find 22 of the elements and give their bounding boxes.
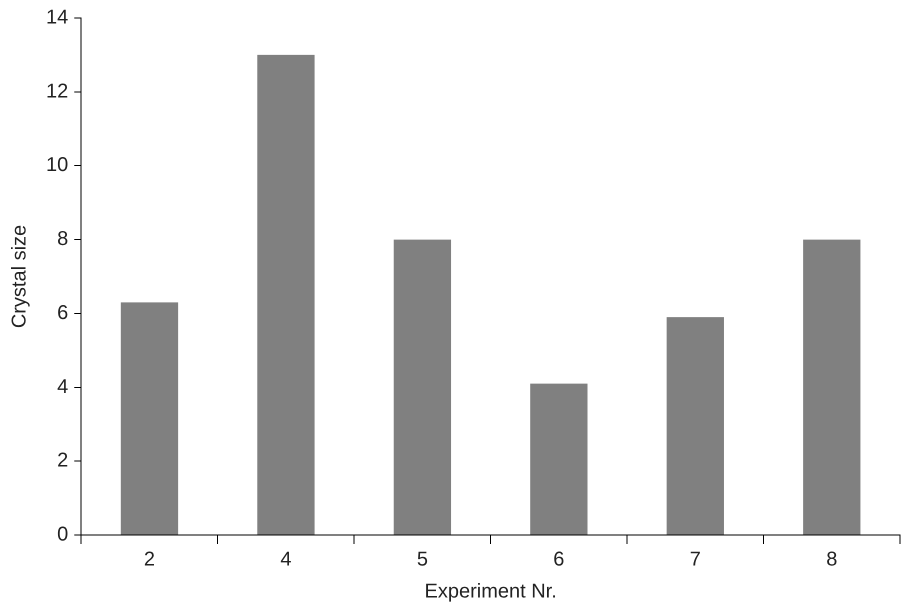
bar <box>394 240 452 534</box>
x-tick-label: 6 <box>553 548 564 571</box>
x-tick-label: 8 <box>826 548 838 571</box>
x-axis-title: Experiment Nr. <box>424 580 557 603</box>
bar <box>803 240 860 534</box>
x-tick-label: 2 <box>144 548 156 571</box>
y-axis-title: Crystal size <box>8 224 31 328</box>
y-tick-label: 2 <box>57 450 68 472</box>
x-tick-label: 7 <box>690 548 701 571</box>
y-tick-label: 8 <box>57 228 68 250</box>
y-tick-label: 12 <box>46 80 68 102</box>
y-tick-label: 14 <box>46 6 68 29</box>
x-tick-label: 4 <box>280 548 292 571</box>
bar <box>120 302 178 534</box>
x-tick-label: 5 <box>416 548 428 571</box>
bar <box>257 54 315 534</box>
bar <box>666 317 724 534</box>
y-tick-label: 6 <box>57 302 68 324</box>
y-tick-label: 4 <box>57 376 68 398</box>
y-tick-label: 0 <box>57 524 68 546</box>
bar <box>530 384 588 534</box>
y-tick-label: 10 <box>46 154 68 176</box>
